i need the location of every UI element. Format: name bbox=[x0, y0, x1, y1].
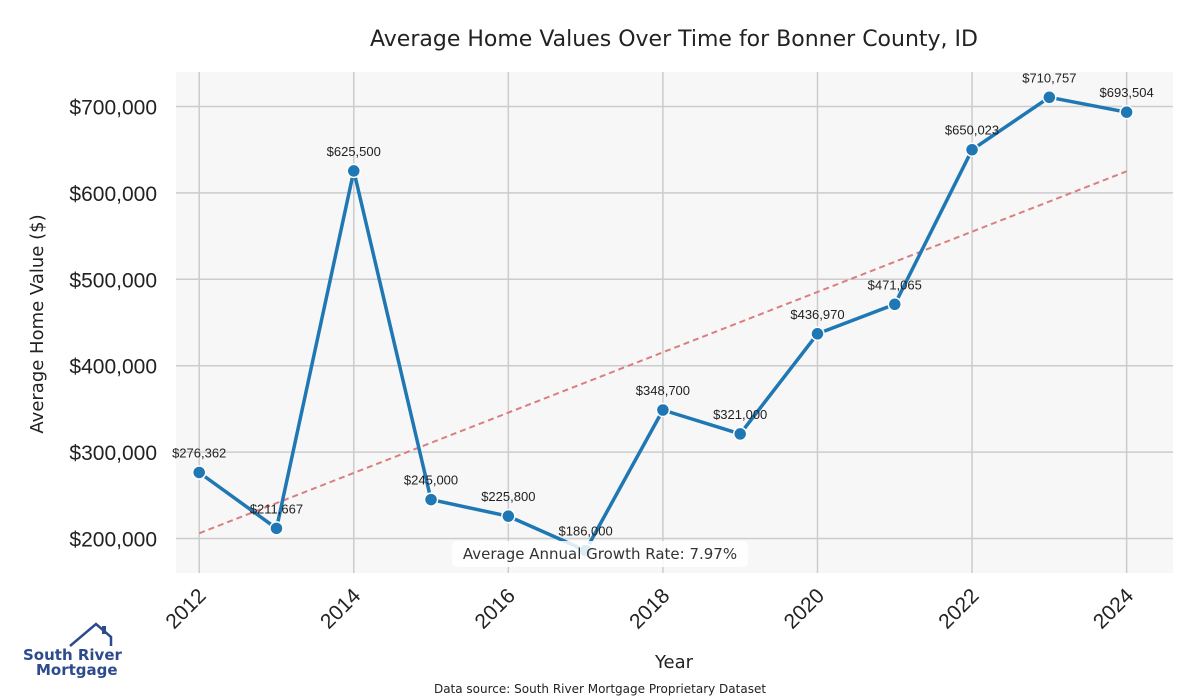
chimney-icon bbox=[102, 626, 106, 634]
x-axis-label: Year bbox=[654, 652, 694, 673]
growth-annotation-text: Average Annual Growth Rate: 7.97% bbox=[463, 545, 737, 563]
x-tick-label: 2012 bbox=[161, 584, 210, 633]
y-tick-label: $500,000 bbox=[69, 269, 157, 292]
data-point bbox=[346, 163, 362, 179]
y-axis-label: Average Home Value ($) bbox=[27, 214, 48, 433]
x-tick-label: 2024 bbox=[1089, 584, 1139, 634]
data-label: $436,970 bbox=[790, 307, 844, 322]
data-label: $211,667 bbox=[250, 501, 303, 516]
y-tick-label: $200,000 bbox=[69, 528, 157, 551]
data-point bbox=[810, 326, 825, 342]
x-tick-labels: 2012 2014 2016 2018 2020 2022 2024 bbox=[161, 584, 1138, 634]
logo-line1: South River bbox=[23, 646, 123, 664]
x-tick-label: 2018 bbox=[625, 584, 674, 633]
data-point bbox=[964, 142, 980, 157]
x-tick-label: 2022 bbox=[934, 584, 983, 633]
y-tick-label: $400,000 bbox=[69, 356, 157, 379]
y-tick-label: $300,000 bbox=[69, 442, 157, 465]
company-logo: South River Mortgage bbox=[23, 622, 123, 679]
y-tick-label: $600,000 bbox=[69, 183, 157, 206]
y-tick-label: $700,000 bbox=[69, 97, 157, 120]
x-tick-label: 2016 bbox=[471, 584, 520, 633]
growth-annotation: Average Annual Growth Rate: 7.97% bbox=[452, 541, 748, 567]
x-tick-label: 2014 bbox=[316, 584, 366, 634]
data-label: $186,000 bbox=[559, 524, 613, 539]
data-point bbox=[655, 402, 671, 418]
data-point bbox=[501, 508, 516, 524]
logo-line2: Mortgage bbox=[36, 661, 118, 679]
trendline bbox=[198, 170, 1127, 535]
data-point bbox=[269, 521, 284, 536]
data-label: $650,023 bbox=[945, 123, 999, 138]
data-source: Data source: South River Mortgage Propri… bbox=[434, 682, 766, 696]
data-label: $471,065 bbox=[868, 277, 922, 292]
data-label: $276,362 bbox=[172, 445, 226, 460]
data-point bbox=[423, 492, 439, 507]
data-label: $625,500 bbox=[327, 144, 381, 159]
data-label: $245,000 bbox=[404, 473, 458, 488]
data-labels: $276,362 $211,667 $625,500 $245,000 $225,800… bbox=[172, 70, 1154, 538]
data-point bbox=[191, 465, 207, 480]
data-point bbox=[1042, 90, 1057, 105]
x-tick-label: 2020 bbox=[780, 584, 829, 633]
data-label: $693,504 bbox=[1100, 85, 1154, 100]
data-label: $348,700 bbox=[636, 383, 690, 398]
plot-area bbox=[176, 72, 1173, 573]
data-label: $710,757 bbox=[1022, 70, 1076, 85]
data-label: $321,000 bbox=[713, 407, 767, 422]
data-label: $225,800 bbox=[481, 489, 535, 504]
data-point bbox=[887, 297, 903, 312]
y-tick-labels: $200,000 $300,000 $400,000 $500,000 $600,000… bbox=[69, 97, 157, 552]
data-point bbox=[1119, 104, 1134, 120]
chart-title: Average Home Values Over Time for Bonner… bbox=[370, 27, 978, 52]
data-point bbox=[732, 426, 748, 442]
